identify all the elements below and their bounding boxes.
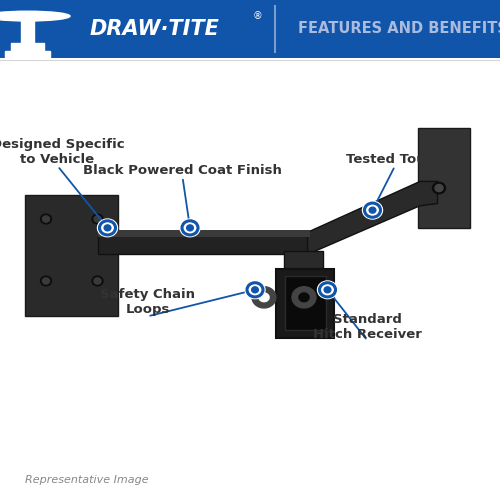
Circle shape — [94, 278, 101, 284]
Circle shape — [247, 282, 263, 297]
Circle shape — [104, 225, 111, 231]
Text: Tested Tough: Tested Tough — [346, 153, 444, 166]
Circle shape — [324, 287, 331, 293]
Circle shape — [180, 219, 200, 236]
Text: ®: ® — [252, 11, 262, 21]
Circle shape — [92, 276, 103, 286]
Circle shape — [92, 214, 103, 224]
Circle shape — [40, 276, 52, 286]
Text: FEATURES AND BENEFITS: FEATURES AND BENEFITS — [298, 21, 500, 36]
Bar — [5, 51, 50, 60]
Polygon shape — [308, 182, 438, 254]
Circle shape — [432, 182, 446, 194]
Circle shape — [98, 219, 117, 236]
FancyBboxPatch shape — [276, 268, 334, 338]
Text: Standard
Hitch Receiver: Standard Hitch Receiver — [313, 312, 422, 340]
Circle shape — [42, 216, 50, 222]
Circle shape — [100, 221, 116, 235]
FancyBboxPatch shape — [418, 128, 470, 228]
Text: Representative Image: Representative Image — [25, 474, 148, 484]
Circle shape — [320, 282, 336, 297]
FancyBboxPatch shape — [25, 194, 118, 316]
Circle shape — [0, 11, 70, 21]
Circle shape — [435, 184, 443, 192]
Polygon shape — [98, 234, 310, 255]
Wedge shape — [292, 286, 316, 308]
Bar — [21, 22, 34, 43]
Bar — [11, 43, 44, 52]
Circle shape — [40, 214, 52, 224]
Wedge shape — [252, 286, 276, 308]
Circle shape — [42, 278, 50, 284]
Circle shape — [245, 281, 265, 298]
FancyBboxPatch shape — [284, 276, 326, 330]
Circle shape — [364, 203, 380, 217]
FancyBboxPatch shape — [98, 230, 310, 236]
Circle shape — [94, 216, 101, 222]
Text: DRAW·TITE: DRAW·TITE — [90, 18, 220, 39]
Circle shape — [182, 221, 198, 235]
Text: Black Powered Coat Finish: Black Powered Coat Finish — [83, 164, 282, 177]
Circle shape — [252, 287, 258, 293]
Text: Safety Chain
Loops: Safety Chain Loops — [100, 288, 195, 316]
Circle shape — [186, 225, 194, 231]
Circle shape — [369, 207, 376, 213]
FancyBboxPatch shape — [284, 252, 324, 330]
Text: Designed Specific
to Vehicle: Designed Specific to Vehicle — [0, 138, 124, 166]
Circle shape — [318, 281, 338, 298]
Circle shape — [362, 202, 382, 219]
